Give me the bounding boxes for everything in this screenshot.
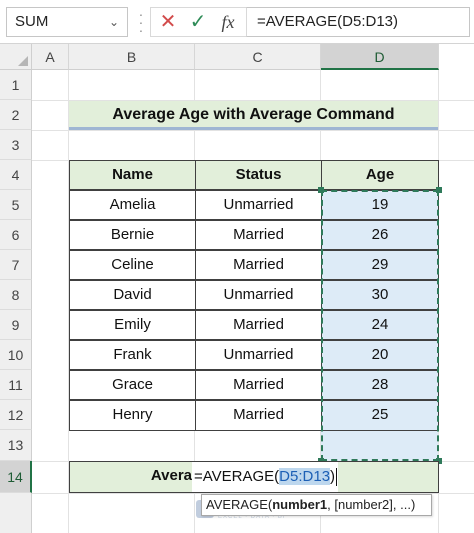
watermark-tagline: EXCEL · DATA · BI	[218, 514, 286, 520]
row-header-empty	[0, 493, 32, 533]
row-header-6[interactable]: 6	[0, 220, 32, 250]
cell-age[interactable]: 19	[321, 190, 439, 220]
row-header-8[interactable]: 8	[0, 280, 32, 310]
formula-edit-cell[interactable]: =AVERAGE(D5:D13)	[192, 462, 338, 492]
row-header-7[interactable]: 7	[0, 250, 32, 280]
cell-name[interactable]: Emily	[69, 310, 196, 340]
name-box[interactable]: SUM ⌄	[6, 7, 128, 37]
grid-line	[32, 130, 474, 131]
sheet-title[interactable]: Average Age with Average Command	[69, 101, 438, 130]
cell-status[interactable]: Married	[195, 400, 322, 431]
row-header-3[interactable]: 3	[0, 130, 32, 160]
tooltip-function[interactable]: AVERAGE(	[206, 497, 273, 512]
formula-buttons: ✕ ✓ fx	[150, 7, 246, 37]
average-label[interactable]: Avera	[150, 467, 192, 484]
cell-status[interactable]: Unmarried	[195, 190, 322, 220]
cell-status[interactable]: Married	[195, 220, 322, 250]
cell-name[interactable]: Amelia	[69, 190, 196, 220]
tooltip-rest-args: , [number2], ...)	[327, 497, 416, 512]
cell-age[interactable]: 26	[321, 220, 439, 250]
tooltip-current-arg[interactable]: number1	[272, 497, 328, 512]
function-tooltip[interactable]: AVERAGE(number1, [number2], ...)	[201, 494, 432, 516]
column-header-d[interactable]: D	[321, 44, 439, 70]
cell-status[interactable]: Unmarried	[195, 340, 322, 370]
formula-suffix: )	[330, 468, 336, 485]
row-header-14[interactable]: 14	[0, 461, 32, 493]
column-header-c[interactable]: C	[195, 44, 321, 70]
chevron-down-icon[interactable]: ⌄	[108, 15, 119, 29]
close-icon[interactable]: ✕	[159, 11, 177, 33]
formula-bar: SUM ⌄ · · · ✕ ✓ fx =AVERAGE(D5:D13)	[0, 0, 474, 44]
cell-age[interactable]: 28	[321, 370, 439, 400]
cell-name[interactable]: Bernie	[69, 220, 196, 250]
column-header-a[interactable]: A	[32, 44, 69, 70]
cell-name[interactable]: Henry	[69, 400, 196, 431]
cell-status[interactable]: Married	[195, 310, 322, 340]
row-header-1[interactable]: 1	[0, 70, 32, 100]
fx-icon[interactable]: fx	[221, 12, 235, 32]
name-box-value: SUM	[15, 13, 49, 30]
header-name[interactable]: Name	[69, 160, 196, 190]
selection-handle[interactable]	[318, 187, 324, 193]
cell-age[interactable]: 24	[321, 310, 439, 340]
cell-name[interactable]: Frank	[69, 340, 196, 370]
cell-age-empty[interactable]	[321, 431, 438, 461]
cell-name[interactable]: Grace	[69, 370, 196, 400]
cell-name[interactable]: David	[69, 280, 196, 310]
row-header-11[interactable]: 11	[0, 370, 32, 400]
row-header-12[interactable]: 12	[0, 400, 32, 430]
selection-handle[interactable]	[436, 458, 442, 464]
cell-status[interactable]: Married	[195, 250, 322, 280]
select-all-triangle-icon	[18, 56, 28, 66]
select-all-corner[interactable]	[0, 44, 32, 70]
row-header-10[interactable]: 10	[0, 340, 32, 370]
more-options-icon[interactable]: · · ·	[138, 6, 144, 38]
range-reference[interactable]: D5:D13	[279, 468, 331, 485]
row-header-13[interactable]: 13	[0, 430, 32, 461]
selection-handle[interactable]	[436, 187, 442, 193]
grid-line	[32, 493, 474, 494]
cell-status[interactable]: Unmarried	[195, 280, 322, 310]
row-header-9[interactable]: 9	[0, 310, 32, 340]
header-status[interactable]: Status	[195, 160, 322, 190]
formula-input[interactable]: =AVERAGE(D5:D13)	[246, 7, 470, 37]
grid-line	[32, 100, 474, 101]
row-header-5[interactable]: 5	[0, 190, 32, 220]
header-age[interactable]: Age	[321, 160, 439, 190]
row-header-4[interactable]: 4	[0, 160, 32, 190]
text-caret	[336, 468, 338, 487]
grid-line	[68, 70, 69, 533]
cell-age[interactable]: 30	[321, 280, 439, 310]
cell-age[interactable]: 29	[321, 250, 439, 280]
formula-prefix: =AVERAGE(	[194, 468, 280, 485]
row-header-2[interactable]: 2	[0, 100, 32, 130]
check-icon[interactable]: ✓	[189, 11, 207, 33]
cell-age[interactable]: 20	[321, 340, 439, 370]
column-header-b[interactable]: B	[69, 44, 195, 70]
cell-age[interactable]: 25	[321, 400, 439, 431]
range-selection	[321, 190, 439, 461]
cell-status[interactable]: Married	[195, 370, 322, 400]
cell-name[interactable]: Celine	[69, 250, 196, 280]
